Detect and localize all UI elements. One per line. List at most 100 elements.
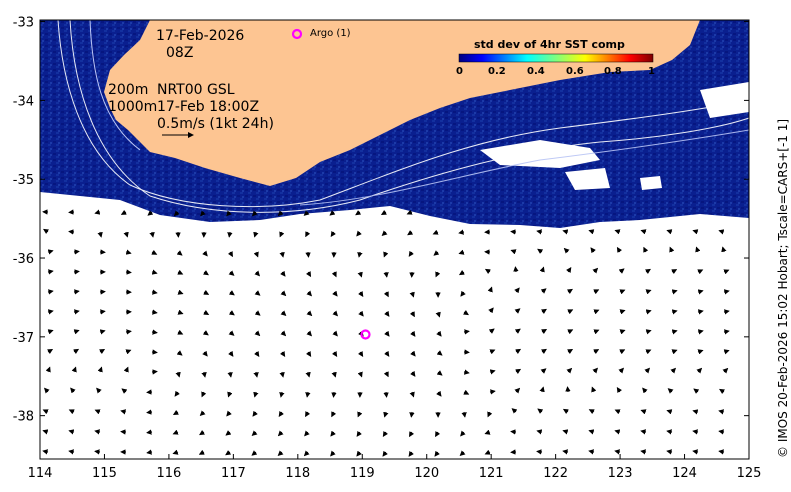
current-vector bbox=[484, 268, 491, 275]
current-vector bbox=[722, 367, 729, 374]
lat-tick-label: -38 bbox=[13, 410, 34, 425]
current-vector bbox=[669, 246, 675, 253]
current-vector bbox=[278, 410, 284, 417]
current-vector bbox=[151, 269, 158, 275]
current-vector bbox=[329, 210, 336, 216]
current-vector bbox=[382, 430, 389, 437]
current-vector bbox=[305, 411, 311, 418]
current-vector bbox=[305, 350, 312, 357]
current-vector bbox=[151, 329, 158, 335]
current-vector bbox=[123, 231, 129, 238]
lon-tick-label: 125 bbox=[737, 466, 762, 481]
current-vector bbox=[406, 209, 413, 215]
current-vector bbox=[47, 269, 54, 275]
current-vector bbox=[408, 450, 414, 457]
current-vector bbox=[42, 429, 49, 435]
current-vector bbox=[73, 309, 80, 315]
credit-text: © IMOS 20-Feb-2026 15:02 Hobart; Tscale=… bbox=[776, 118, 790, 458]
current-vector bbox=[47, 349, 54, 355]
current-vector bbox=[381, 230, 388, 237]
current-vector bbox=[383, 391, 389, 398]
current-vector bbox=[331, 411, 337, 418]
current-vector bbox=[176, 250, 183, 256]
current-vector bbox=[358, 310, 364, 317]
current-vector bbox=[73, 249, 80, 255]
current-vector bbox=[305, 231, 311, 238]
lon-tick-label: 115 bbox=[92, 466, 117, 481]
current-vector bbox=[228, 350, 234, 357]
current-vector bbox=[590, 247, 596, 254]
lat-tick-label: -36 bbox=[13, 252, 34, 267]
current-vector bbox=[562, 449, 569, 455]
lon-tick-label: 119 bbox=[350, 466, 375, 481]
current-vector bbox=[463, 389, 470, 395]
colorbar-tick: 0.2 bbox=[488, 66, 506, 77]
cloud-gap bbox=[640, 176, 662, 190]
current-vector bbox=[409, 311, 415, 318]
current-vector bbox=[618, 367, 625, 374]
current-vector bbox=[253, 231, 259, 238]
current-vector bbox=[563, 247, 570, 254]
depth-contours bbox=[57, 19, 750, 213]
current-vector bbox=[304, 430, 310, 437]
current-vector bbox=[697, 309, 704, 315]
current-vector bbox=[330, 430, 336, 437]
current-vector bbox=[614, 429, 621, 435]
current-vector bbox=[202, 250, 208, 257]
current-vector bbox=[147, 210, 154, 216]
current-vector bbox=[177, 269, 184, 275]
current-vector bbox=[540, 308, 547, 315]
current-vector bbox=[695, 246, 701, 253]
current-vector bbox=[172, 429, 179, 435]
current-vectors bbox=[42, 209, 730, 457]
current-vector bbox=[515, 368, 522, 375]
current-vector bbox=[723, 269, 730, 275]
current-vector bbox=[151, 289, 158, 295]
current-vector bbox=[643, 246, 649, 253]
current-vector bbox=[305, 371, 311, 378]
current-vector bbox=[696, 367, 703, 374]
current-vector bbox=[592, 367, 599, 374]
plot-frame bbox=[39, 19, 750, 460]
current-vector bbox=[331, 391, 337, 398]
current-vector bbox=[332, 330, 338, 337]
current-vector bbox=[588, 449, 595, 455]
current-vector bbox=[666, 409, 673, 415]
current-vector bbox=[640, 429, 647, 435]
current-vector bbox=[384, 350, 390, 357]
current-vector bbox=[177, 289, 184, 295]
current-vector bbox=[253, 371, 259, 378]
current-vector bbox=[515, 348, 522, 355]
current-vector bbox=[565, 386, 571, 393]
current-vector bbox=[588, 429, 595, 435]
current-vector bbox=[382, 450, 388, 457]
current-vector bbox=[383, 251, 389, 258]
current-vector bbox=[151, 249, 158, 255]
date-label: 17-Feb-2026 bbox=[156, 28, 245, 44]
colorbar-tick: 0.4 bbox=[527, 66, 545, 77]
current-vector bbox=[251, 210, 258, 217]
current-vector bbox=[47, 249, 54, 255]
current-vector bbox=[94, 449, 101, 455]
current-vector bbox=[254, 310, 261, 316]
current-vector bbox=[254, 290, 261, 296]
current-vector bbox=[409, 391, 415, 398]
product-label: NRT00 GSL bbox=[157, 82, 235, 98]
current-vector bbox=[94, 209, 101, 215]
current-vector bbox=[151, 349, 158, 355]
current-vector bbox=[433, 250, 440, 256]
current-vector bbox=[462, 309, 469, 316]
current-vector bbox=[614, 449, 621, 455]
argo-legend-marker bbox=[291, 28, 303, 40]
scale-label: 0.5m/s (1kt 24h) bbox=[157, 116, 274, 132]
current-vector bbox=[514, 287, 520, 294]
current-vector bbox=[640, 449, 647, 455]
current-vector bbox=[435, 311, 441, 318]
current-vector bbox=[697, 329, 704, 335]
current-vector bbox=[409, 431, 415, 438]
current-vector bbox=[723, 289, 730, 295]
current-vector bbox=[94, 409, 101, 415]
current-vector bbox=[562, 408, 569, 415]
current-vector bbox=[409, 411, 415, 418]
